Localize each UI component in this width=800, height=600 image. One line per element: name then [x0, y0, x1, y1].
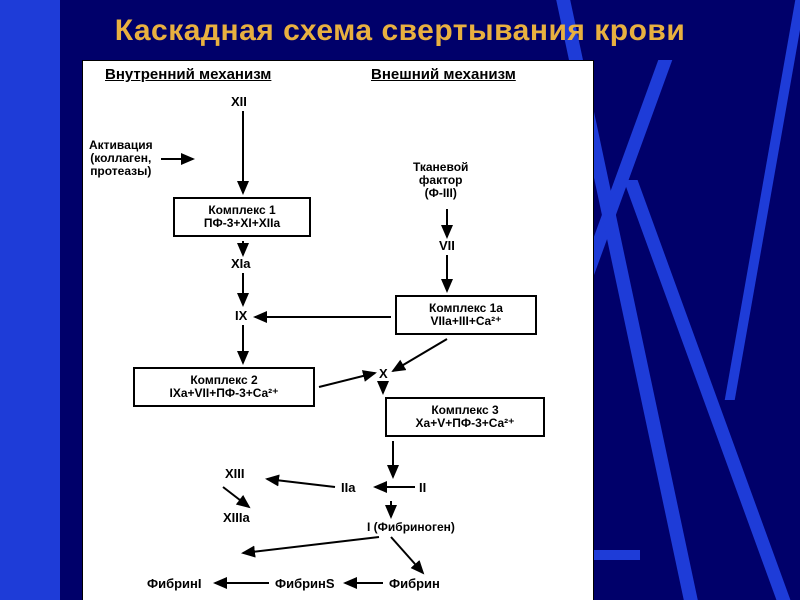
arrow	[391, 537, 423, 573]
label-xiiia: XIIIа	[223, 511, 250, 525]
slide-title: Каскадная схема свертывания крови	[0, 14, 800, 48]
label-iia: IIа	[341, 481, 355, 495]
coagulation-diagram: Комплекс 1ПФ-3+XI+XIIа Комплекс 1аVIIа+II…	[82, 60, 594, 600]
arrow	[243, 537, 379, 553]
slide: Каскадная схема свертывания крови Компле…	[0, 0, 800, 600]
arrow	[319, 373, 375, 387]
label-fibrini: ФибринI	[147, 577, 202, 591]
node-complex3: Комплекс 3Xа+V+ПФ-3+Ca²⁺	[385, 397, 545, 437]
bg-stroke	[0, 0, 60, 600]
label-hdr-int: Внутренний механизм	[105, 67, 271, 84]
label-xia: XIа	[231, 257, 251, 271]
label-x: X	[379, 367, 388, 381]
label-fibrins: ФибринS	[275, 577, 335, 591]
label-tissue: Тканевой фактор (Ф-III)	[413, 161, 468, 201]
label-xiii: XIII	[225, 467, 245, 481]
label-activ: Активация (коллаген, протеазы)	[89, 139, 153, 179]
bg-stroke	[725, 0, 800, 400]
node-complex2: Комплекс 2IXа+VII+ПФ-3+Ca²⁺	[133, 367, 315, 407]
arrow	[267, 479, 335, 487]
node-complex1a: Комплекс 1аVIIа+III+Ca²⁺	[395, 295, 537, 335]
label-fibrin: Фибрин	[389, 577, 440, 591]
label-hdr-ext: Внешний механизм	[371, 67, 516, 84]
label-fibrinogen: I (Фибриноген)	[367, 521, 455, 534]
arrow	[223, 487, 249, 507]
label-ix: IX	[235, 309, 247, 323]
label-ii: II	[419, 481, 426, 495]
arrow	[393, 339, 447, 371]
label-vii: VII	[439, 239, 455, 253]
node-complex1: Комплекс 1ПФ-3+XI+XIIа	[173, 197, 311, 237]
label-xii: XII	[231, 95, 247, 109]
